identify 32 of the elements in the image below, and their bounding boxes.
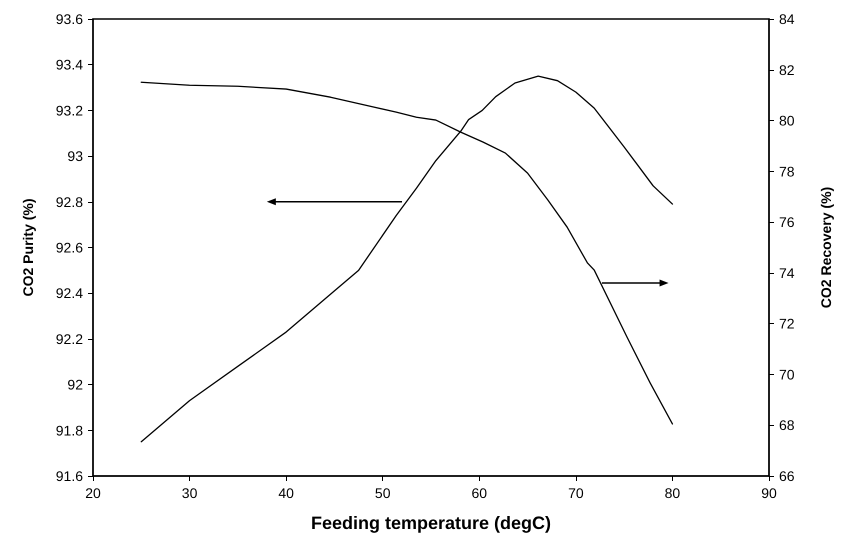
y2-tick-label: 78 [779, 163, 795, 180]
y-tick-label: 93.4 [56, 56, 84, 73]
y2-tick-label: 84 [779, 11, 795, 27]
y-tick-label: 92.8 [56, 194, 84, 210]
y2-tick-label: 74 [779, 264, 795, 281]
y2-tick-label: 70 [779, 366, 795, 382]
y-tick-label: 93.2 [56, 102, 84, 118]
y2-tick-label: 66 [779, 468, 795, 484]
x-tick-label: 70 [568, 485, 584, 501]
y2-axis-title: CO2 Recovery (%) [818, 186, 834, 308]
y-tick-label: 92 [67, 376, 84, 393]
y-tick-label: 92.6 [56, 240, 84, 256]
x-tick-label: 40 [278, 485, 294, 501]
y2-tick-label: 80 [779, 112, 795, 129]
y-tick-label: 93.6 [56, 11, 84, 27]
x-tick-label: 60 [471, 485, 488, 501]
x-axis-title: Feeding temperature (degC) [310, 513, 552, 533]
y-tick-label: 93 [67, 148, 84, 164]
y2-tick-label: 82 [779, 62, 795, 78]
x-tick-label: 20 [85, 485, 101, 501]
y-tick-label: 91.6 [56, 468, 84, 484]
y-tick-label: 92.2 [56, 330, 84, 347]
y2-tick-label: 76 [779, 214, 795, 230]
y-axis-title: CO2 Purity (%) [20, 198, 36, 297]
y2-tick-label: 68 [779, 417, 795, 434]
y2-tick-label: 72 [779, 316, 795, 332]
x-tick-label: 50 [374, 485, 391, 501]
x-tick-label: 90 [761, 485, 777, 501]
x-tick-label: 30 [182, 485, 198, 501]
y-tick-label: 92.4 [56, 285, 84, 302]
y-tick-label: 91.8 [56, 422, 84, 438]
x-tick-label: 80 [664, 485, 680, 501]
